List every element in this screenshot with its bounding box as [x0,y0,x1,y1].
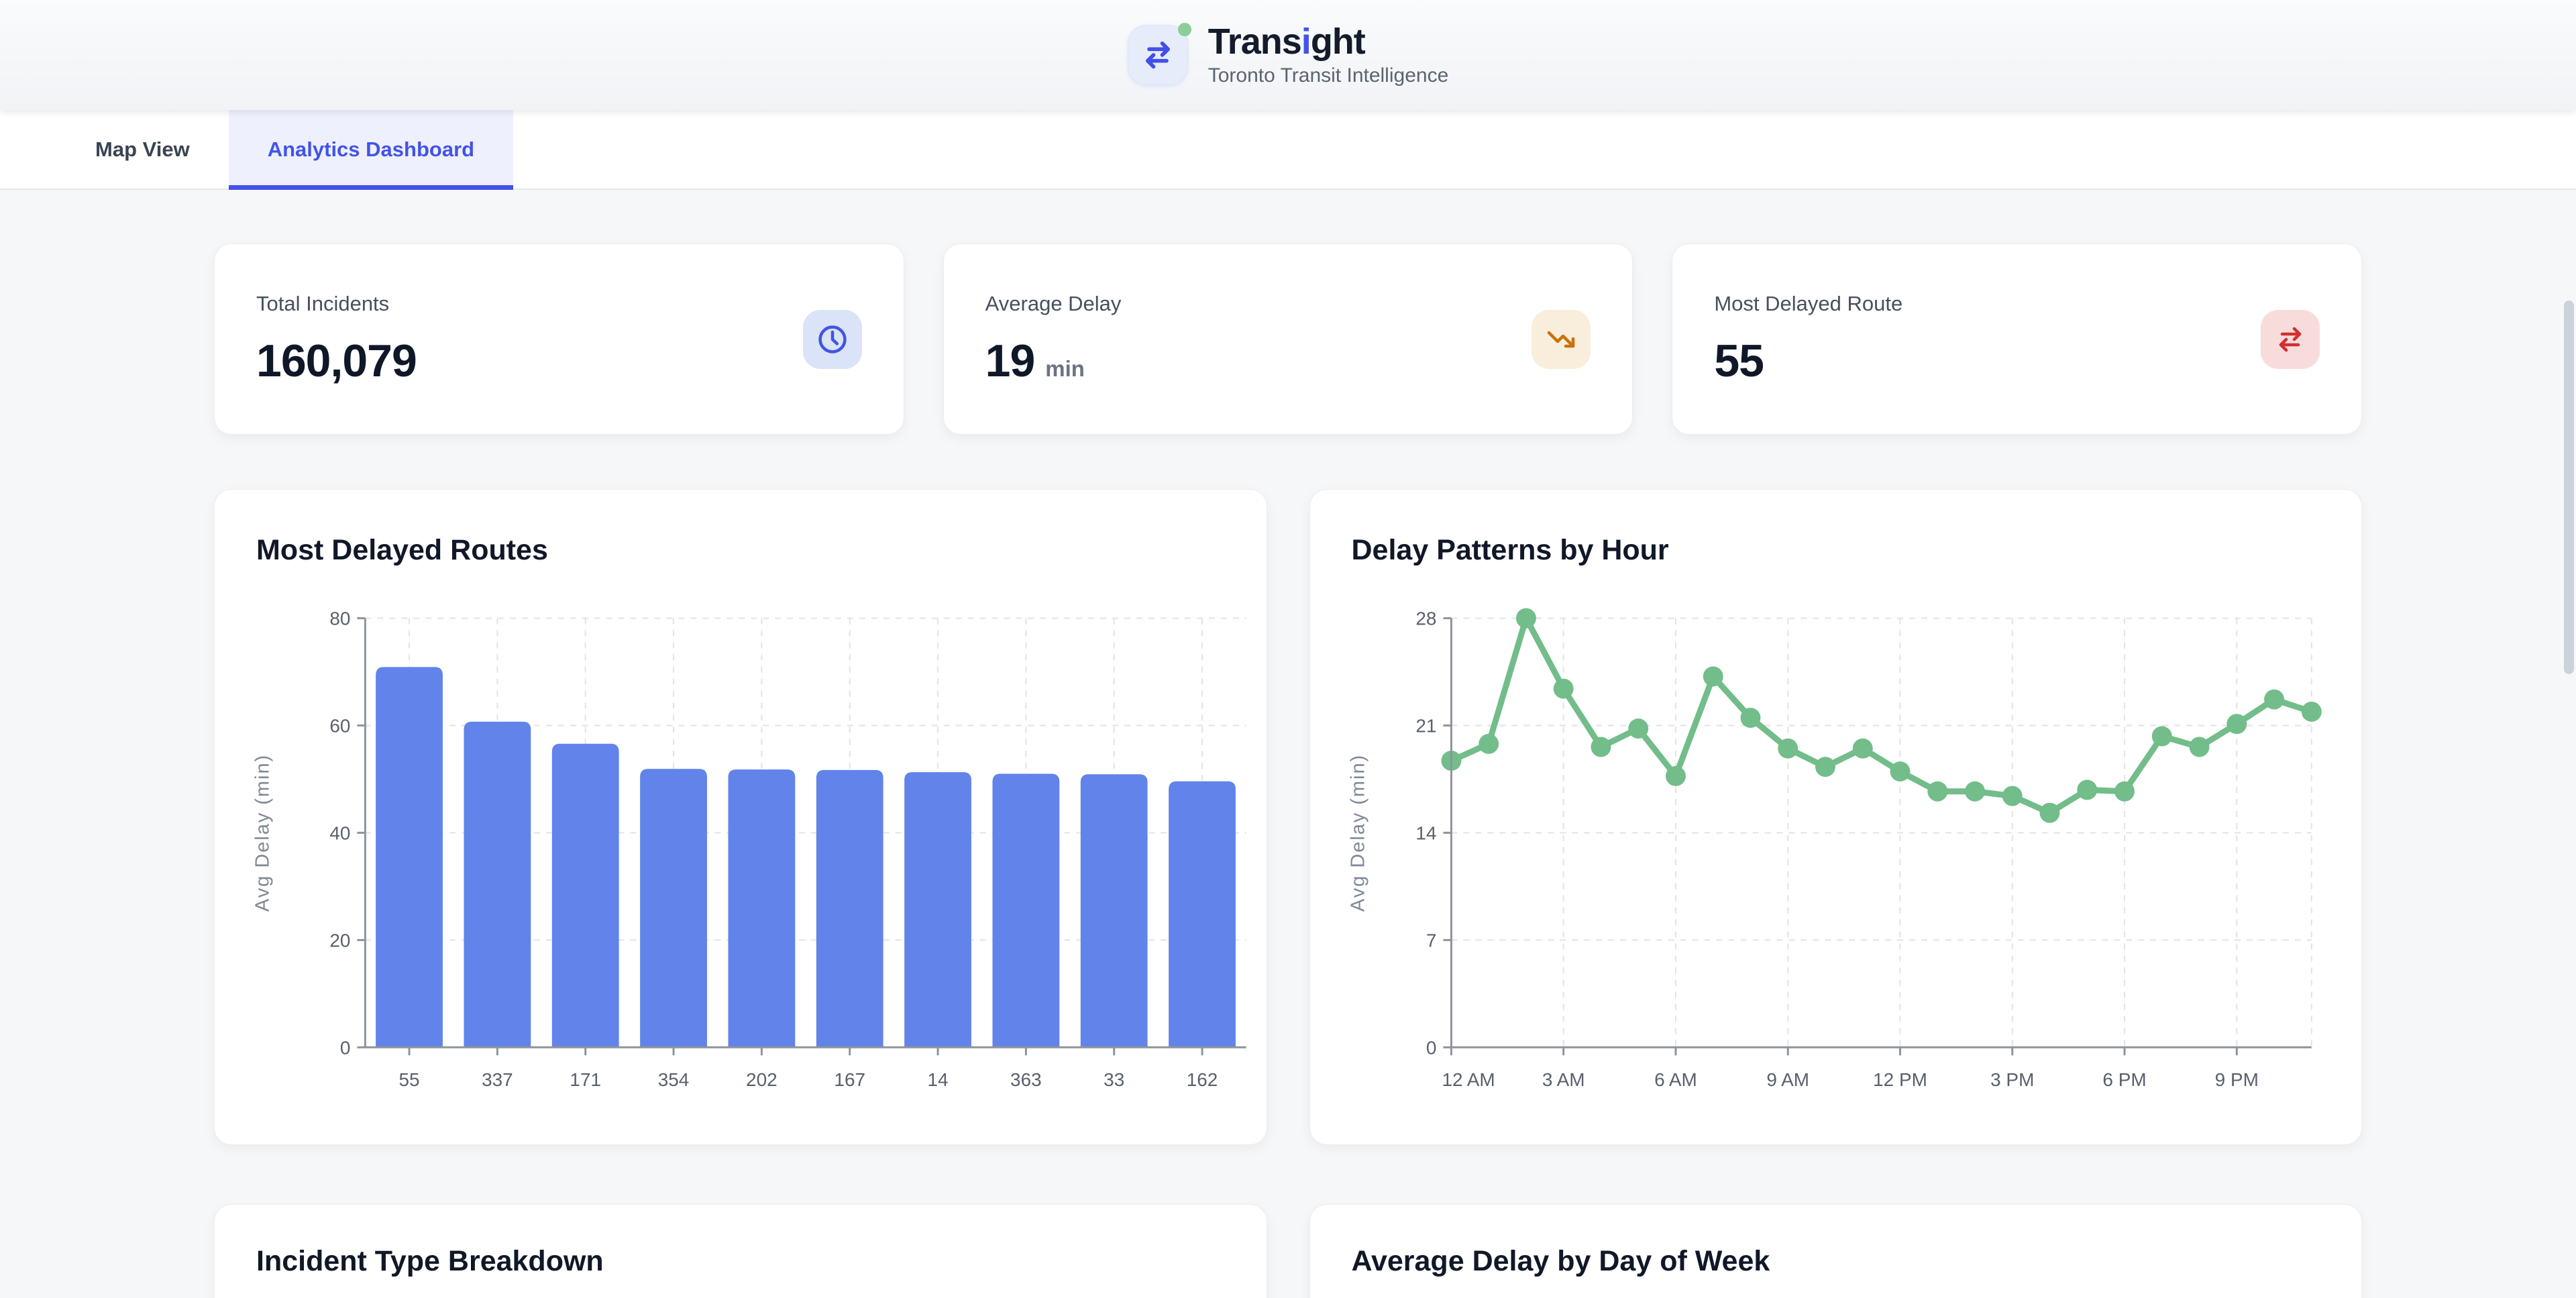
clock-icon [818,325,847,354]
svg-text:171: 171 [570,1069,601,1090]
svg-text:167: 167 [834,1069,865,1090]
brand: Transight Toronto Transit Intelligence [1127,21,1449,88]
stat-card-average-delay: Average Delay 19 min [943,244,1633,435]
bar-chart-most-delayed-routes: 55 337 171 354 202 167 14 363 33 162 0 20 40 60 80 Avg … [252,608,1246,1090]
svg-text:6 AM: 6 AM [1654,1069,1697,1090]
app-title: Transight [1208,21,1366,62]
stat-icon-badge [802,309,862,369]
stat-label: Total Incidents [256,291,390,315]
svg-text:337: 337 [482,1069,513,1090]
svg-text:0: 0 [1426,1037,1436,1058]
stat-label: Most Delayed Route [1714,291,1903,315]
svg-text:363: 363 [1010,1069,1042,1090]
svg-text:28: 28 [1415,608,1436,629]
bottom-row: Incident Type Breakdown Average Delay by… [214,1204,2362,1298]
stat-value: 19 [985,335,1036,386]
stat-icon-badge [2260,309,2320,369]
svg-text:14: 14 [928,1069,949,1090]
svg-text:7: 7 [1426,930,1436,951]
route-transfer-icon [2279,327,2302,351]
chart-card-incident-type-breakdown: Incident Type Breakdown [214,1204,1267,1298]
svg-text:9 AM: 9 AM [1766,1069,1809,1090]
svg-text:162: 162 [1187,1069,1218,1090]
chart-title: Incident Type Breakdown [256,1245,604,1277]
charts-row: Most Delayed Routes 55 337 171 354 202 167 14 3… [214,489,2362,1145]
svg-text:354: 354 [658,1069,690,1090]
vertical-scrollbar[interactable] [2564,301,2574,674]
stat-icon-badge [1532,309,1591,369]
svg-text:3 PM: 3 PM [1990,1069,2034,1090]
svg-text:Avg Delay (min): Avg Delay (min) [1347,754,1368,912]
svg-text:33: 33 [1104,1069,1124,1090]
chart-card-delay-patterns-by-hour: Delay Patterns by Hour 12 AM 3 AM 6 AM 9 AM… [1309,489,2362,1145]
trending-down-icon [1548,331,1575,347]
stat-text: Average Delay 19 min [985,292,1122,387]
tab-map-view[interactable]: Map View [95,137,190,161]
svg-text:9 PM: 9 PM [2214,1069,2258,1090]
brand-text: Transight Toronto Transit Intelligence [1208,21,1449,88]
svg-text:14: 14 [1415,822,1436,843]
svg-text:55: 55 [399,1069,420,1090]
app-header: Transight Toronto Transit Intelligence [0,0,2576,110]
stat-value: 55 [1714,335,1764,386]
svg-text:20: 20 [329,930,350,951]
svg-text:6 PM: 6 PM [2102,1069,2146,1090]
svg-text:202: 202 [746,1069,777,1090]
tab-bar: Map View Analytics Dashboard [0,110,2576,190]
svg-text:40: 40 [329,822,350,843]
chart-card-most-delayed-routes: Most Delayed Routes 55 337 171 354 202 167 14 3… [214,489,1267,1145]
chart-title: Most Delayed Routes [256,534,548,566]
svg-text:3 AM: 3 AM [1542,1069,1585,1090]
stat-unit: min [1045,356,1085,381]
svg-text:21: 21 [1415,716,1436,737]
stat-value: 160,079 [256,335,417,386]
svg-text:80: 80 [329,608,350,629]
chart-title: Delay Patterns by Hour [1351,534,1669,566]
route-transfer-icon [1145,41,1170,69]
dashboard-content: Total Incidents 160,079 Average Delay 19… [214,190,2362,1298]
stat-card-total-incidents: Total Incidents 160,079 [214,244,904,435]
app-subtitle: Toronto Transit Intelligence [1208,64,1449,87]
stat-text: Total Incidents 160,079 [256,292,417,387]
svg-text:12 AM: 12 AM [1442,1069,1495,1090]
chart-card-average-delay-by-day-of-week: Average Delay by Day of Week [1309,1204,2362,1298]
stats-row: Total Incidents 160,079 Average Delay 19… [214,244,2362,435]
svg-text:60: 60 [329,716,350,737]
svg-text:0: 0 [340,1037,351,1058]
stat-text: Most Delayed Route 55 [1714,292,1902,387]
line-chart-delay-patterns-by-hour: 12 AM 3 AM 6 AM 9 AM 12 PM 3 PM 6 PM 9 PM 0 7 14 21… [1347,608,2322,1090]
chart-title: Average Delay by Day of Week [1351,1245,1770,1277]
svg-text:12 PM: 12 PM [1873,1069,1927,1090]
stat-label: Average Delay [985,291,1122,315]
svg-text:Avg Delay (min): Avg Delay (min) [252,754,274,912]
app-logo [1127,23,1191,85]
stat-card-most-delayed-route: Most Delayed Route 55 [1672,244,2362,435]
tab-analytics-dashboard[interactable]: Analytics Dashboard [228,110,514,190]
status-dot [1177,23,1191,36]
